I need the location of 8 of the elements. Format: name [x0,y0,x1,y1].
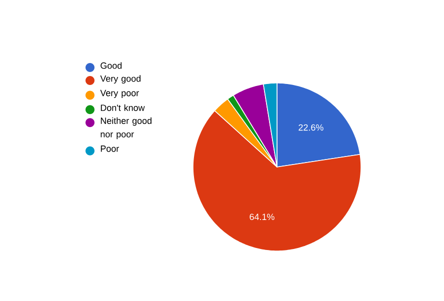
legend-label: Very poor [100,90,139,98]
legend-label: Poor [100,146,119,152]
data-label: 22.6% [298,124,324,131]
legend-label: Good [100,62,122,69]
legend-label: Don't know [100,104,145,111]
data-label: 64.1% [250,214,274,220]
legend-label: Very good [100,75,140,84]
legend-label: Neither good nor poor [100,117,152,140]
